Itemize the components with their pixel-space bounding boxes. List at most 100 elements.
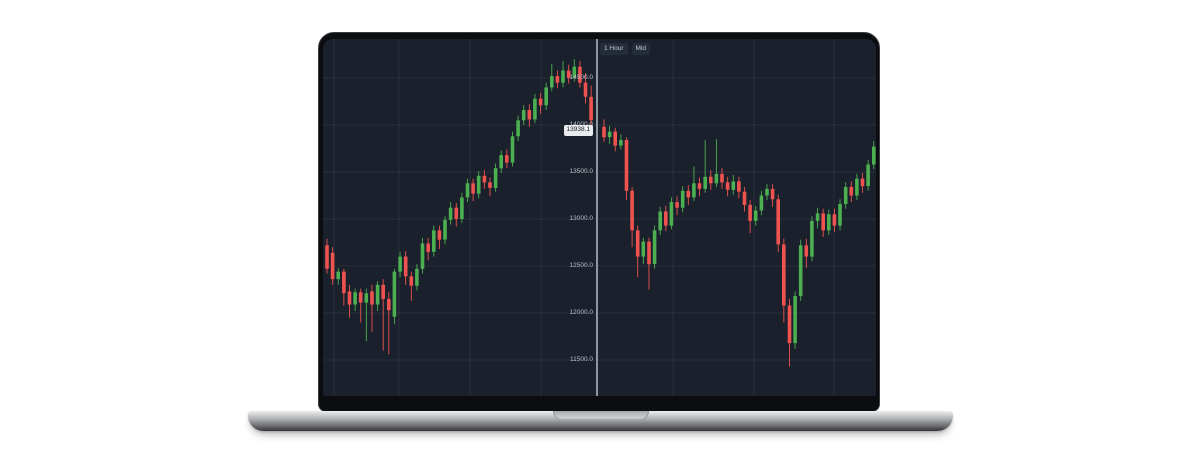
candle-body — [765, 188, 769, 196]
candle-body — [798, 245, 803, 297]
candle-body — [838, 204, 842, 226]
candle-body — [454, 207, 459, 219]
candle-body — [669, 202, 674, 226]
chart-toolbar: 1 Hour Mid — [600, 43, 650, 55]
candle-body — [342, 271, 346, 294]
current-price-tag: 13938.1 — [563, 125, 593, 136]
candle-body — [793, 296, 797, 344]
candle-body — [725, 182, 730, 190]
candle-body — [403, 256, 408, 277]
candle-body — [759, 195, 764, 211]
candle-body — [550, 76, 554, 88]
candle-body — [714, 173, 719, 184]
candle-body — [415, 268, 419, 286]
candle-body — [787, 305, 792, 344]
candle-body — [482, 175, 487, 183]
candlestick-chart[interactable]: 1 Hour Mid 14500.0 14000.0 13500.0 13000.0 1… — [323, 39, 876, 396]
price-axis-label: 12000.0 — [569, 309, 594, 316]
candle-body — [381, 284, 385, 299]
candle-body — [426, 243, 430, 252]
candle-body — [860, 178, 865, 187]
candle-body — [843, 187, 848, 204]
candle-body — [821, 213, 825, 231]
candle-body — [810, 220, 814, 257]
candle-body — [782, 244, 786, 306]
candle-body — [510, 136, 515, 163]
price-axis-label: 11500.0 — [569, 356, 593, 363]
candle-body — [776, 199, 780, 245]
candle-body — [748, 204, 752, 221]
candle-body — [460, 197, 464, 219]
laptop-lid-notch — [552, 411, 649, 420]
candle-body — [364, 293, 369, 303]
chart-canvas[interactable] — [323, 39, 876, 396]
price-type-button[interactable]: Mid — [631, 43, 650, 55]
candle-body — [866, 164, 870, 187]
candle-body — [409, 276, 414, 286]
candle-body — [420, 243, 425, 269]
candle-body — [521, 110, 526, 121]
grid — [323, 39, 876, 396]
candle-body — [827, 214, 831, 231]
candle-body — [398, 256, 402, 272]
candle-body — [538, 98, 543, 106]
price-axis-label: 13000.0 — [569, 215, 594, 222]
candles-left-panel — [325, 59, 593, 355]
candle-body — [872, 146, 876, 165]
candle-body — [544, 87, 548, 106]
candle-body — [753, 210, 758, 221]
candle-body — [533, 98, 537, 120]
candle-body — [832, 214, 837, 226]
candle-body — [578, 66, 582, 83]
candle-body — [336, 271, 340, 280]
candle-body — [476, 175, 481, 194]
candle-body — [572, 66, 577, 78]
candle-body — [849, 187, 854, 196]
candle-body — [742, 191, 747, 205]
candle-body — [770, 188, 775, 200]
candle-body — [607, 131, 612, 138]
candle-body — [375, 284, 380, 305]
candle-body — [370, 291, 374, 305]
candle-body — [387, 298, 391, 311]
candle-body — [347, 291, 352, 305]
candle-body — [647, 241, 651, 265]
candle-body — [675, 202, 679, 208]
candle-body — [499, 155, 503, 169]
price-axis-label: 14000.0 — [570, 121, 594, 129]
candle-body — [561, 70, 565, 83]
candle-body — [619, 140, 623, 146]
candle-body — [488, 182, 492, 188]
candle-body — [652, 230, 657, 265]
candle-body — [527, 110, 532, 120]
candle-body — [720, 173, 724, 183]
candle-body — [437, 230, 442, 240]
candle-body — [635, 230, 640, 257]
candle-body — [392, 271, 397, 317]
candle-body — [555, 76, 560, 83]
candle-body — [505, 155, 509, 163]
laptop-base — [248, 411, 953, 431]
candle-body — [493, 168, 498, 188]
candle-body — [330, 252, 335, 280]
candle-body — [737, 181, 741, 192]
candle-body — [471, 183, 475, 194]
price-axis-label: 14500.0 — [569, 74, 594, 81]
candle-body — [815, 213, 820, 221]
candle-body — [692, 183, 696, 198]
timeframe-button[interactable]: 1 Hour — [600, 43, 628, 55]
candle-body — [641, 241, 646, 257]
candle-body — [358, 292, 363, 303]
price-axis-label: 13500.0 — [569, 168, 594, 175]
price-axis-label: 12500.0 — [569, 262, 594, 269]
candle-body — [709, 176, 713, 184]
candle-body — [680, 190, 685, 208]
laptop-screen-frame: 1 Hour Mid 14500.0 14000.0 13500.0 13000.0 1… — [318, 32, 880, 412]
candle-body — [613, 131, 617, 146]
candle-body — [804, 245, 809, 257]
candle-body — [448, 207, 453, 220]
candle-body — [624, 140, 629, 191]
candle-body — [465, 183, 470, 198]
candle-body — [602, 126, 606, 138]
